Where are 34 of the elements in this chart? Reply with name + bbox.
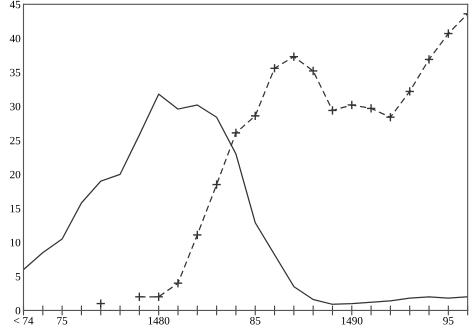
x-tick-label: 1490 <box>342 316 362 324</box>
point <box>386 112 396 122</box>
point <box>173 278 183 288</box>
y-tick-label: 15 <box>10 204 20 212</box>
point <box>154 292 164 302</box>
point <box>308 66 318 76</box>
y-tick-label: 45 <box>10 0 20 8</box>
x-tick-label: < 74 <box>14 317 34 324</box>
point <box>404 86 415 96</box>
point <box>270 63 280 74</box>
y-tick-label: 0 <box>16 306 20 314</box>
y-tick-label: 30 <box>10 102 20 110</box>
point <box>192 230 202 240</box>
point <box>366 104 376 114</box>
point <box>212 180 222 190</box>
y-tick-label: 5 <box>16 272 20 280</box>
point <box>443 28 454 38</box>
point <box>346 100 357 110</box>
y-tick-label: 40 <box>10 34 20 42</box>
point <box>250 111 260 121</box>
point <box>231 128 241 138</box>
point <box>328 106 338 116</box>
y-tick-label: 20 <box>10 170 20 178</box>
point <box>288 52 299 62</box>
y-tick-label: 35 <box>10 68 20 76</box>
point <box>424 54 434 64</box>
x-tick-label: 85 <box>250 316 260 324</box>
x-tick-label: 75 <box>57 317 68 324</box>
point <box>134 292 144 302</box>
point <box>96 298 106 308</box>
y-tick-label: 10 <box>10 238 20 246</box>
x-tick-label: 95 <box>443 317 454 324</box>
y-tick-label: 25 <box>10 136 20 144</box>
x-tick-label: 1480 <box>148 316 170 324</box>
